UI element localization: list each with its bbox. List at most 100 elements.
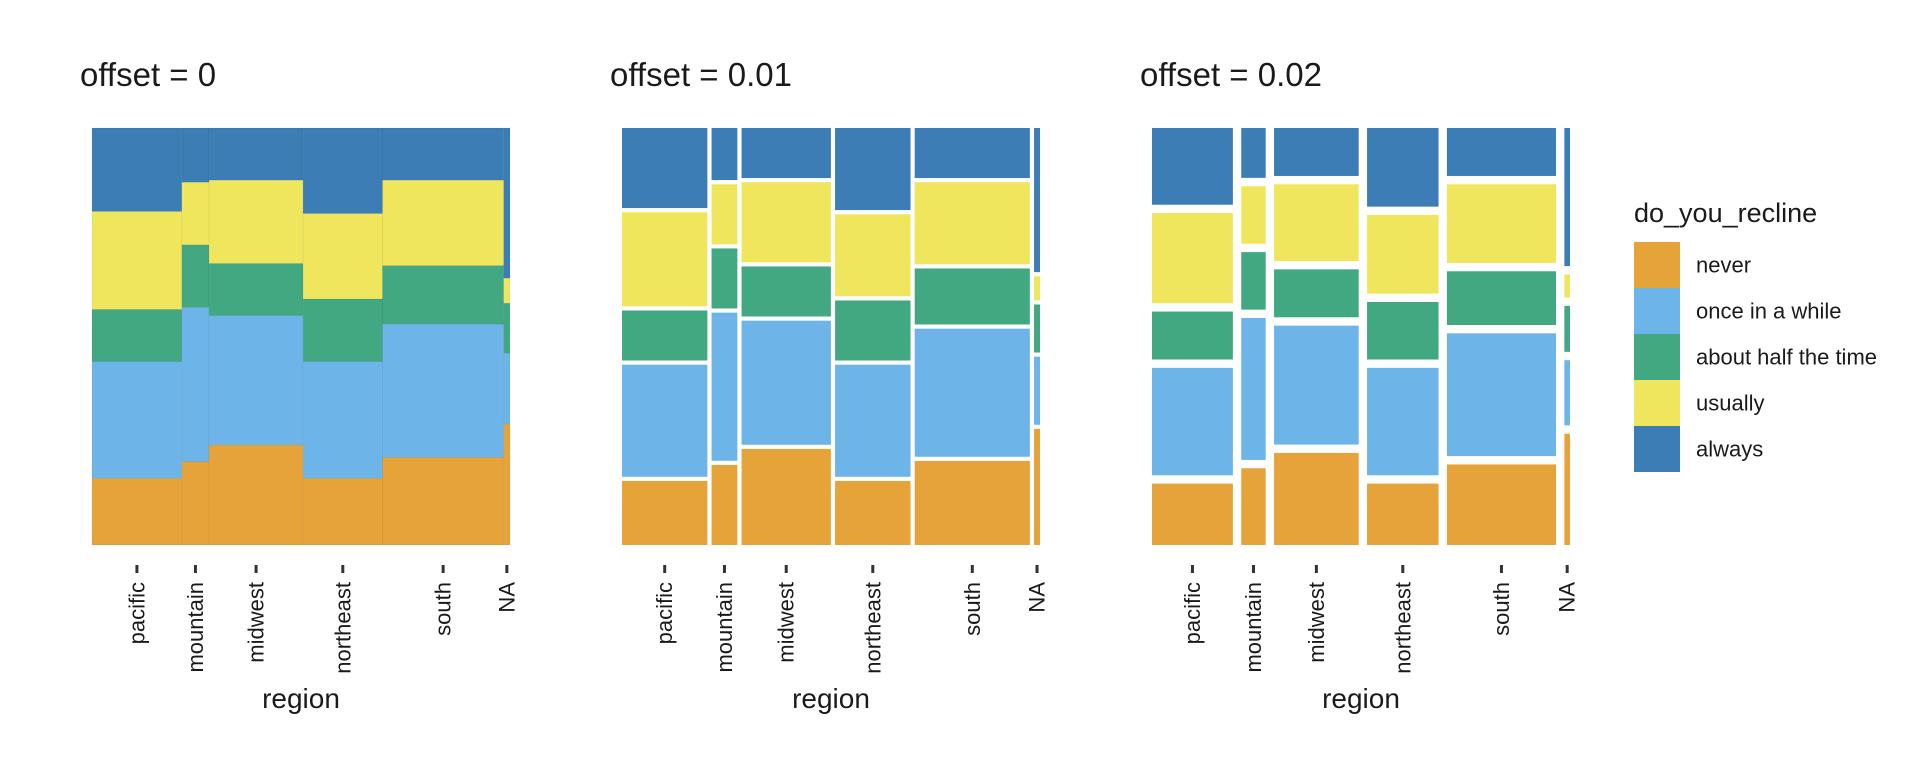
mosaic-tile <box>1152 128 1233 205</box>
mosaic-tile <box>181 461 210 546</box>
mosaic-tile <box>741 266 831 317</box>
mosaic-tile <box>382 457 505 546</box>
mosaic-tile <box>503 352 511 425</box>
legend-item: about half the time <box>1634 334 1877 380</box>
legend-label: usually <box>1696 391 1764 416</box>
x-tick-label: pacific <box>124 582 149 644</box>
mosaic-tile <box>382 127 505 181</box>
x-tick-label: mountain <box>183 582 208 673</box>
mosaic-tile <box>1152 483 1233 545</box>
legend-item: usually <box>1634 380 1764 426</box>
x-axis-label: region <box>792 683 870 714</box>
x-tick-label: mountain <box>712 582 737 673</box>
mosaic-tile <box>302 361 383 479</box>
mosaic-tile <box>835 300 911 361</box>
x-axis-label: region <box>1322 683 1400 714</box>
mosaic-tile <box>302 477 383 546</box>
mosaic-tile <box>181 244 210 308</box>
panel-title: offset = 0.02 <box>1140 56 1322 93</box>
x-tick-label: pacific <box>1180 582 1205 644</box>
mosaic-tile <box>1034 128 1040 273</box>
panel-title: offset = 0 <box>80 56 216 93</box>
mosaic-tile <box>1241 252 1266 310</box>
mosaic-tile <box>1564 360 1570 426</box>
mosaic-tile <box>208 127 304 181</box>
mosaic-tile <box>382 265 505 325</box>
mosaic-tile <box>835 128 911 211</box>
mosaic-tile <box>711 312 738 461</box>
mosaic-tile <box>1274 269 1359 318</box>
mosaic-tile <box>622 128 708 209</box>
mosaic-tile <box>1034 304 1040 353</box>
mosaic-tile <box>91 127 183 212</box>
mosaic-tile <box>382 179 505 266</box>
mosaic-tile <box>1367 128 1439 207</box>
mosaic-tile <box>741 320 831 445</box>
x-tick-label: midwest <box>774 582 799 663</box>
mosaic-tile <box>914 182 1030 265</box>
x-tick-label: mountain <box>1241 582 1266 673</box>
mosaic-tile <box>181 307 210 462</box>
mosaic-tile <box>1274 325 1359 445</box>
mosaic-tile <box>914 268 1030 325</box>
mosaic-tile <box>1367 301 1439 360</box>
mosaic-tile <box>1564 305 1570 352</box>
mosaic-tile <box>741 448 831 545</box>
legend: do_you_recline never once in a while about… <box>1634 198 1877 472</box>
mosaic-tile <box>181 181 210 246</box>
mosaic-tile <box>711 248 738 309</box>
panel: offset = 0.02 pacific mountain midwest north… <box>1140 56 1580 714</box>
mosaic-tile <box>503 277 511 304</box>
legend-swatch <box>1634 242 1680 288</box>
mosaic-tile <box>1564 128 1570 267</box>
mosaic-tile <box>741 182 831 263</box>
mosaic-tile <box>1241 468 1266 545</box>
mosaic-tile <box>302 213 383 300</box>
mosaic-tile <box>1152 311 1233 360</box>
mosaic-tile <box>208 179 304 264</box>
legend-label: never <box>1696 253 1751 278</box>
panel: offset = 0 pacific mountain midwest northeas… <box>80 56 519 714</box>
legend-label: about half the time <box>1696 345 1877 370</box>
mosaic-tile <box>622 364 708 477</box>
mosaic-tile <box>91 211 183 310</box>
mosaic-tile <box>1034 276 1040 301</box>
mosaic-tile <box>622 212 708 307</box>
x-axis-label: region <box>262 683 340 714</box>
mosaic-tile <box>1446 271 1556 325</box>
legend-item: never <box>1634 242 1751 288</box>
mosaic-tile <box>1367 367 1439 476</box>
legend-item: always <box>1634 426 1763 472</box>
panel-title: offset = 0.01 <box>610 56 792 93</box>
x-tick-label: midwest <box>244 582 269 663</box>
mosaic-tile <box>382 323 505 458</box>
mosaic-tile <box>1446 464 1556 545</box>
x-tick-label: northeast <box>330 582 355 674</box>
mosaic-tile <box>914 460 1030 545</box>
mosaic-tile <box>1564 433 1570 545</box>
mosaic-tile <box>91 477 183 546</box>
mosaic-tile <box>914 328 1030 457</box>
mosaic-tile <box>208 315 304 446</box>
mosaic-tile <box>302 127 383 214</box>
mosaic-tile <box>208 263 304 316</box>
x-tick-label: pacific <box>652 582 677 644</box>
mosaic-tile <box>1564 274 1570 298</box>
mosaic-tile <box>1274 184 1359 262</box>
mosaic-tile <box>503 302 511 354</box>
panel: offset = 0.01 pacific mountain midwest north… <box>610 56 1050 714</box>
x-tick-label: northeast <box>860 582 885 674</box>
mosaic-tile <box>1152 213 1233 304</box>
mosaic-tile <box>1241 186 1266 244</box>
x-tick-label: NA <box>1025 582 1050 613</box>
mosaic-tile <box>1034 356 1040 425</box>
mosaic-tile <box>622 480 708 545</box>
legend-label: once in a while <box>1696 299 1842 324</box>
mosaic-tile <box>622 310 708 361</box>
mosaic-tile <box>1446 333 1556 457</box>
mosaic-tile <box>1446 128 1556 176</box>
legend-swatch <box>1634 380 1680 426</box>
mosaic-tile <box>1446 184 1556 263</box>
